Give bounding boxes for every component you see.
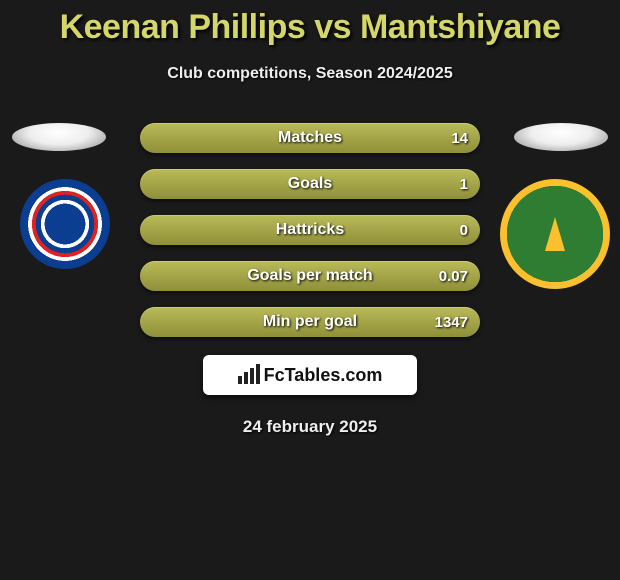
stat-label: Goals per match <box>247 267 372 285</box>
stat-row: Min per goal 1347 <box>140 307 480 337</box>
brand-text: FcTables.com <box>264 365 383 386</box>
player-photo-right <box>514 123 608 151</box>
stat-value-right: 1 <box>460 176 468 193</box>
subtitle: Club competitions, Season 2024/2025 <box>0 65 620 83</box>
brand-badge: FcTables.com <box>203 355 417 395</box>
stat-row: Goals 1 <box>140 169 480 199</box>
stat-label: Matches <box>278 129 342 147</box>
bar-chart-icon <box>238 366 260 384</box>
stat-row: Matches 14 <box>140 123 480 153</box>
stat-value-right: 0.07 <box>439 268 468 285</box>
date-text: 24 february 2025 <box>0 417 620 437</box>
stat-label: Hattricks <box>276 221 344 239</box>
player-photo-left <box>12 123 106 151</box>
comparison-panel: Matches 14 Goals 1 Hattricks 0 Goals per… <box>0 123 620 437</box>
stat-value-right: 0 <box>460 222 468 239</box>
stat-value-right: 14 <box>451 130 468 147</box>
stat-row: Goals per match 0.07 <box>140 261 480 291</box>
stat-label: Min per goal <box>263 313 357 331</box>
club-badge-left <box>20 179 110 269</box>
stat-value-right: 1347 <box>435 314 468 331</box>
page-title: Keenan Phillips vs Mantshiyane <box>0 0 620 47</box>
stats-list: Matches 14 Goals 1 Hattricks 0 Goals per… <box>140 123 480 337</box>
stat-label: Goals <box>288 175 332 193</box>
stat-row: Hattricks 0 <box>140 215 480 245</box>
club-badge-right <box>500 179 610 289</box>
